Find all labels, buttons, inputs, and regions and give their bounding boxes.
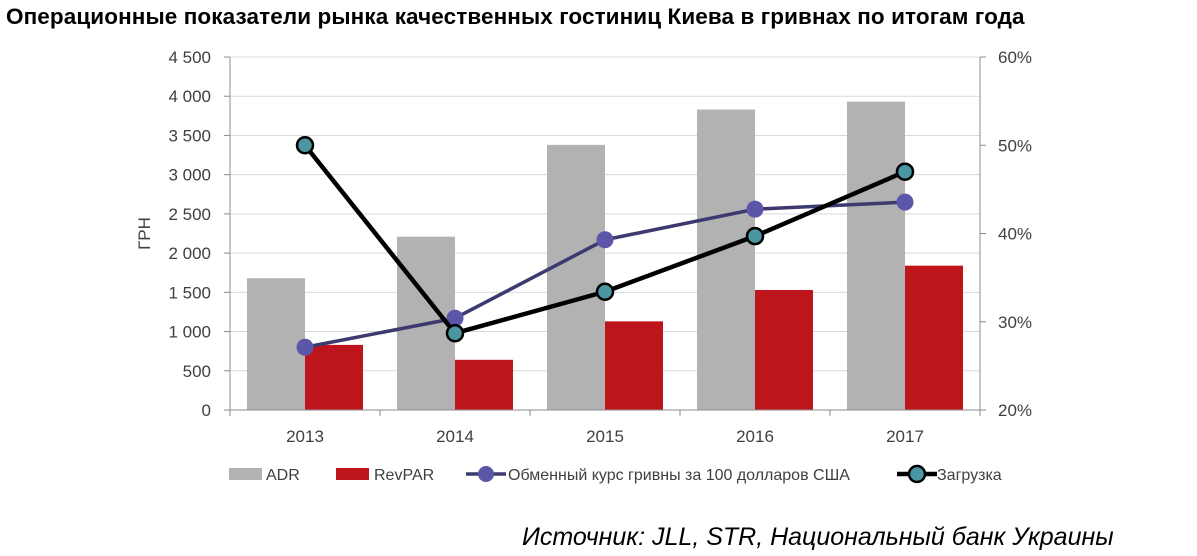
occupancy-point: [745, 226, 765, 246]
x-tick-label: 2013: [286, 427, 324, 446]
legend-label: ADR: [266, 467, 300, 484]
bar-revpar: [305, 344, 363, 410]
exchange-rate-point: [896, 193, 914, 211]
occupancy-point: [295, 136, 315, 155]
legend-label: Загрузка: [937, 467, 1002, 484]
source-note: Источник: JLL, STR, Национальный банк Ук…: [522, 523, 1114, 551]
y2-tick-label: 60%: [998, 48, 1032, 67]
y-tick-label: 0: [202, 401, 211, 420]
axes: [224, 56, 986, 416]
y-tick-label: 3 000: [168, 166, 211, 185]
bar-revpar: [455, 359, 513, 410]
x-tick-label: 2016: [736, 427, 774, 446]
bar-adr: [547, 144, 605, 410]
bars: [247, 101, 963, 411]
y-tick-label: 1 000: [168, 323, 211, 342]
lines: [295, 136, 915, 356]
legend-marker: [907, 464, 927, 484]
y-tick-label: 2 000: [168, 244, 211, 263]
bar-revpar: [755, 289, 813, 410]
y2-tick-label: 50%: [998, 136, 1032, 155]
exchange-rate-point: [446, 309, 464, 327]
y-tick-label: 2 500: [168, 205, 211, 224]
y-tick-label: 4 500: [168, 48, 211, 67]
exchange-rate-point: [296, 338, 314, 356]
y-tick-label: 1 500: [168, 283, 211, 302]
y-tick-label: 4 000: [168, 87, 211, 106]
legend-swatch: [336, 468, 369, 480]
bar-adr: [847, 101, 905, 411]
x-tick-label: 2014: [436, 427, 474, 446]
y-tick-label: 3 500: [168, 126, 211, 145]
y-tick-label: 500: [183, 362, 211, 381]
x-tick-label: 2017: [886, 427, 924, 446]
y2-tick-label: 40%: [998, 225, 1032, 244]
legend-swatch: [229, 468, 262, 480]
x-tick-label: 2015: [586, 427, 624, 446]
y2-tick-label: 30%: [998, 313, 1032, 332]
y2-tick-label: 20%: [998, 401, 1032, 420]
legend-label: RevPAR: [374, 467, 434, 484]
occupancy-point: [445, 323, 465, 343]
bar-revpar: [905, 265, 963, 410]
occupancy-point: [595, 282, 615, 301]
bar-adr: [697, 109, 755, 411]
chart-title: Операционные показатели рынка качественн…: [6, 4, 1025, 29]
bar-revpar: [605, 321, 663, 410]
legend-label: Обменный курс гривны за 100 долларов США: [508, 467, 850, 484]
exchange-rate-point: [596, 231, 614, 249]
tick-labels: 0 500 1 000 1 500 2 000 2 500 3 000 3 500 4 000 4…: [135, 48, 1032, 446]
occupancy-point: [895, 162, 915, 181]
bar-adr: [247, 278, 305, 410]
exchange-rate-point: [746, 200, 764, 218]
legend: ADR RevPAR Обменный курс гривны за 100 дол…: [229, 464, 1002, 484]
legend-marker: [478, 466, 494, 482]
y-axis-title: ГРН: [135, 217, 154, 250]
